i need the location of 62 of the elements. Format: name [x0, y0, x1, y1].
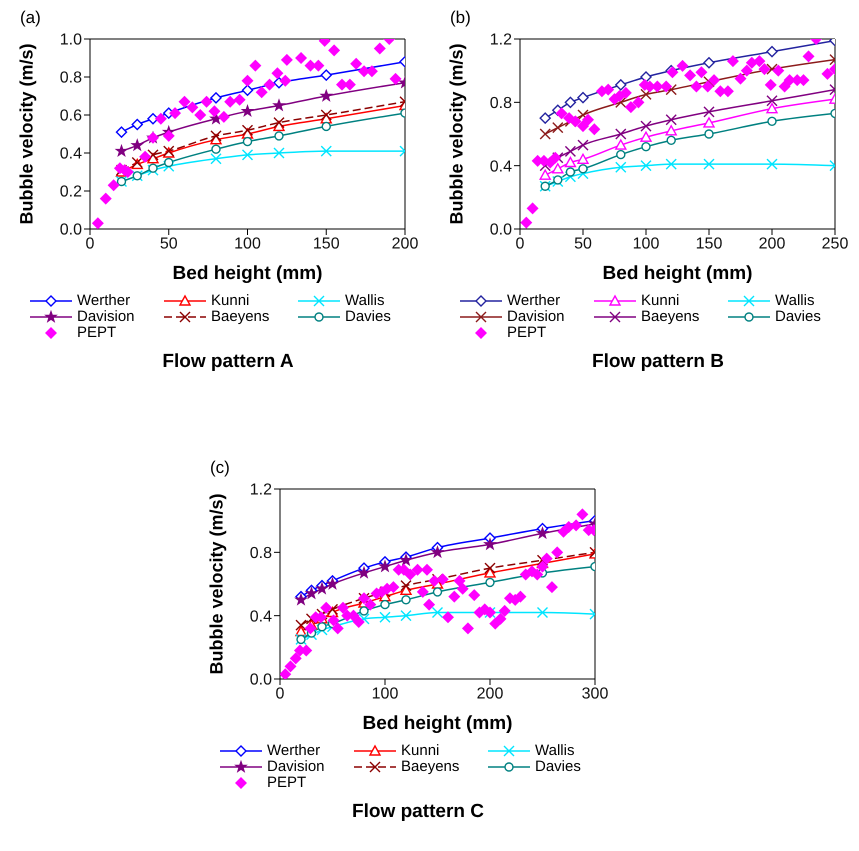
- legend-label: Wallis: [535, 742, 574, 759]
- x-tick-label: 250: [822, 235, 848, 252]
- legend-label: Davies: [345, 308, 391, 325]
- text: Flow pattern A: [161, 351, 295, 373]
- x-tick-label: 0: [86, 235, 95, 252]
- x-tick-label: 200: [476, 685, 504, 702]
- y-tick-label: 0.8: [250, 545, 272, 562]
- legend-label: Werther: [77, 292, 130, 309]
- x-tick-label: 0: [516, 235, 525, 252]
- legend-label: Kunni: [211, 292, 250, 309]
- text: Flow pattern B: [591, 351, 725, 373]
- y-tick-label: 0.0: [490, 222, 512, 239]
- text: (c): [210, 458, 230, 478]
- y-tick-label: 0.4: [490, 158, 512, 176]
- y-tick-label: 0.0: [60, 222, 82, 239]
- y-tick-label: 0.0: [250, 672, 272, 689]
- y-tick-label: 0.2: [60, 184, 82, 201]
- y-tick-label: 1.2: [250, 482, 272, 499]
- x-tick-label: 150: [312, 235, 340, 252]
- x-tick-label: 0: [276, 685, 285, 702]
- legend-label: Wallis: [345, 292, 384, 309]
- legend-label: Baeyens: [641, 308, 700, 325]
- legend-label: Werther: [507, 292, 560, 309]
- text: (b): [450, 8, 471, 28]
- x-tick-label: 200: [758, 235, 786, 252]
- legend-label: PEPT: [267, 774, 306, 791]
- x-tick-label: 50: [160, 235, 178, 252]
- legend-label: Davision: [507, 308, 565, 325]
- y-tick-label: 0.8: [60, 70, 82, 87]
- x-axis-title: Bed height (mm): [362, 713, 512, 734]
- x-axis-title: Bed height (mm): [602, 263, 752, 284]
- legend-label: Baeyens: [211, 308, 270, 325]
- x-tick-label: 100: [372, 685, 398, 702]
- legend-label: Davision: [77, 308, 135, 325]
- legend-label: PEPT: [507, 324, 546, 341]
- legend-label: Baeyens: [401, 758, 460, 775]
- x-tick-label: 100: [234, 235, 261, 252]
- y-tick-label: 0.4: [250, 608, 272, 626]
- legend-label: Davision: [267, 758, 325, 775]
- y-tick-label: 0.4: [60, 146, 82, 163]
- x-tick-label: 300: [582, 685, 608, 702]
- y-tick-label: 0.6: [60, 108, 82, 125]
- y-tick-label: 1.2: [490, 32, 512, 49]
- text: Flow pattern C: [351, 801, 485, 823]
- legend-label: Davies: [775, 308, 821, 325]
- legend-label: Kunni: [401, 742, 440, 759]
- text: (a): [20, 8, 41, 28]
- y-axis-title: Bubble velocity (m/s): [16, 43, 36, 225]
- legend-label: Davies: [535, 758, 581, 775]
- y-axis-title: Bubble velocity (m/s): [206, 493, 226, 675]
- x-tick-label: 200: [392, 235, 418, 252]
- y-tick-label: 1.0: [60, 32, 82, 49]
- y-axis-title: Bubble velocity (m/s): [446, 43, 466, 225]
- x-axis-title: Bed height (mm): [172, 263, 322, 284]
- legend-label: Kunni: [641, 292, 680, 309]
- y-tick-label: 0.8: [490, 95, 512, 112]
- x-tick-label: 100: [632, 235, 660, 252]
- legend-label: Wallis: [775, 292, 814, 309]
- x-tick-label: 150: [696, 235, 722, 252]
- x-tick-label: 50: [574, 235, 592, 252]
- legend-label: Werther: [267, 742, 320, 759]
- legend-label: PEPT: [77, 324, 116, 341]
